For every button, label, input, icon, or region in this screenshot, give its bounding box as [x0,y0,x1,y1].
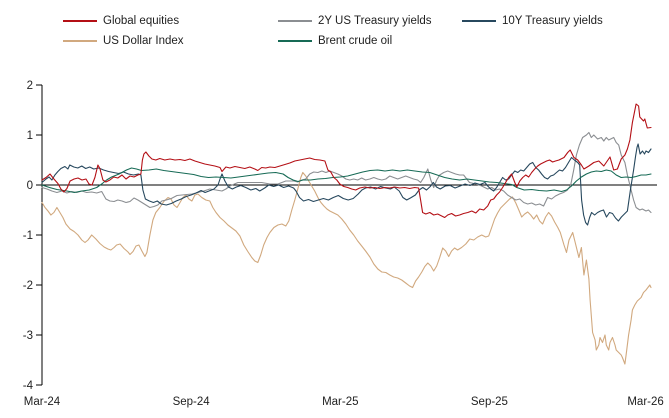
legend-label-10y-treasury-yields: 10Y Treasury yields [502,15,603,27]
series-line-2y-us-treasury-yields [41,131,652,214]
y-tick-label: 0 [27,180,33,192]
legend-swatch-us-dollar-index [63,40,97,42]
legend-item-2y-treasury-yields: 2Y US Treasury yields [278,14,432,28]
x-tick-label: Sep-24 [173,396,211,408]
legend-label-global-equities: Global equities [103,15,180,27]
y-tick-label: 1 [27,130,33,142]
y-tick-label: -3 [23,330,33,342]
legend-label-us-dollar-index: US Dollar Index [103,35,184,47]
x-tick-label: Mar-26 [627,396,663,408]
y-tick-label: -4 [23,380,34,392]
x-tick-label: Mar-24 [24,396,61,408]
legend-item-us-dollar-index: US Dollar Index [63,34,184,48]
x-tick-label: Sep-25 [471,396,508,408]
legend-swatch-10y-treasury-yields [462,20,496,22]
legend-swatch-brent-crude-oil [278,40,312,42]
y-tick-label: -2 [23,280,33,292]
legend-item-brent-crude-oil: Brent crude oil [278,34,392,48]
y-tick-label: 2 [27,80,33,92]
legend-swatch-2y-treasury-yields [278,20,312,22]
y-tick-label: -1 [23,230,33,242]
series-line-brent-crude-oil [41,167,652,194]
legend-item-10y-treasury-yields: 10Y Treasury yields [462,14,603,28]
legend-item-global-equities: Global equities [63,14,179,28]
x-tick-label: Mar-25 [322,396,358,408]
series-line-us-dollar-index [41,171,652,365]
series-line-global-equities [41,103,652,219]
legend-label-2y-treasury-yields: 2Y US Treasury yields [318,15,432,27]
legend-swatch-global-equities [63,20,97,22]
legend-label-brent-crude-oil: Brent crude oil [318,35,393,47]
